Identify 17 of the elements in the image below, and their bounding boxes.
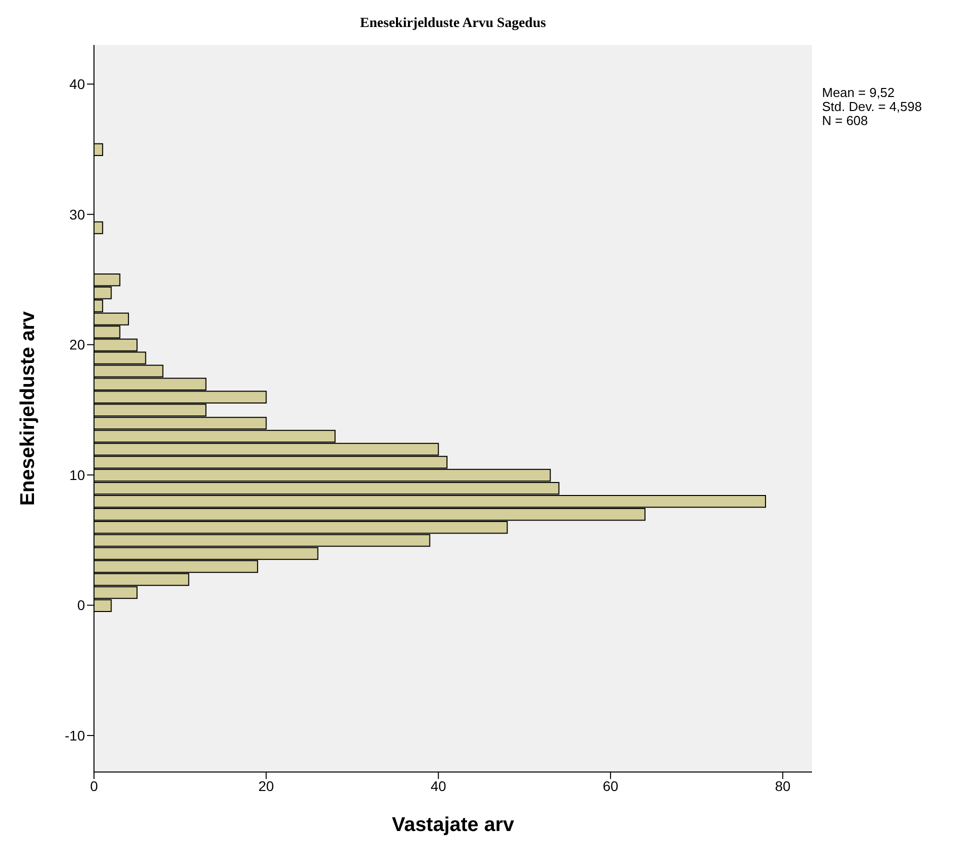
- x-tick-label: 40: [430, 778, 446, 794]
- x-tick-label: 80: [774, 778, 791, 794]
- x-tick-label: 0: [90, 778, 98, 794]
- y-tick-label: 0: [77, 597, 86, 614]
- chart-title: Enesekirjelduste Arvu Sagedus: [359, 16, 547, 32]
- x-tick-label: 20: [258, 778, 274, 794]
- text: N = 608: [822, 113, 869, 128]
- x-tick-label: 60: [602, 778, 619, 794]
- y-tick-label: -10: [64, 727, 86, 744]
- y-tick-label: 20: [69, 336, 86, 353]
- y-tick-label: 30: [69, 206, 86, 222]
- x-axis-title: Vastajate arv: [392, 814, 516, 836]
- text: Std. Dev. = 4,598: [822, 99, 922, 114]
- text: Mean = 9,52: [822, 85, 896, 100]
- y-tick-label: 10: [69, 466, 86, 483]
- y-axis-title: Enesekirjelduste arv: [17, 310, 40, 506]
- y-tick-label: 40: [69, 76, 86, 92]
